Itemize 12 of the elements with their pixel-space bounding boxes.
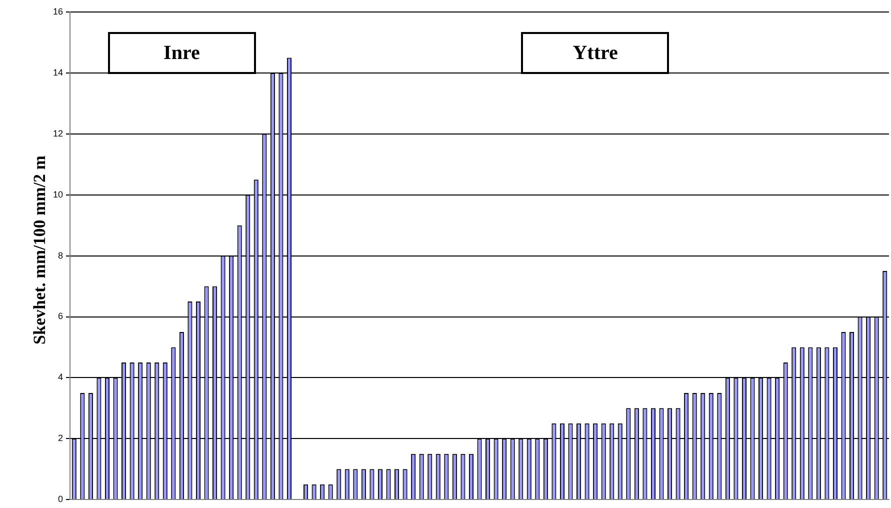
y-tick-label: 12 [52,128,64,138]
label-frame: Yttre [521,32,670,74]
y-tick-label: 2 [58,433,64,444]
y-tick-label: 14 [52,67,64,78]
y-tick-label: 6 [58,311,64,322]
y-axis-title: Skevhet. mm/100 mm/2 m [30,154,50,346]
y-tick-label: 10 [52,189,64,200]
label-frame: Inre [108,32,256,74]
y-tick-label: 4 [58,372,64,382]
y-tick-label: 0 [58,494,64,504]
y-tick-label: 8 [58,250,64,260]
y-tick-label: 16 [52,6,64,16]
